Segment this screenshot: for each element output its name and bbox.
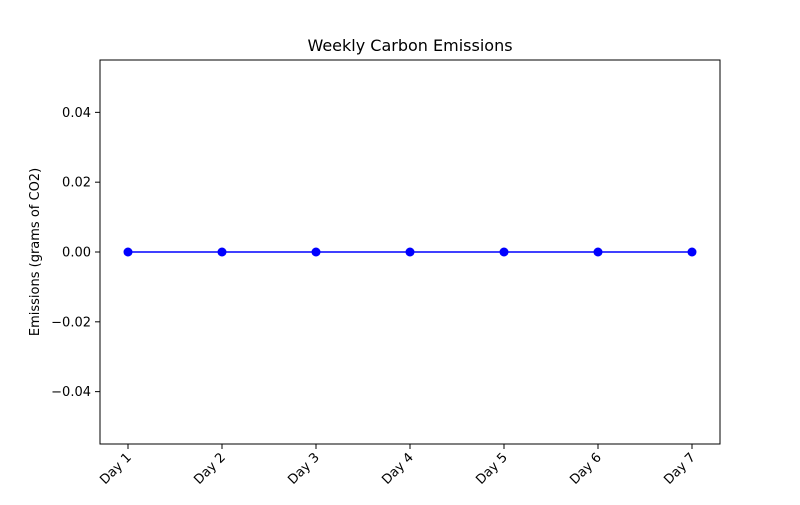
data-point	[405, 247, 415, 257]
x-axis: Day 1 Day 2 Day 3 Day 4 Day 5 Day 6 Day 7	[97, 444, 699, 488]
data-point	[687, 247, 697, 257]
x-tick-label: Day 3	[285, 450, 323, 488]
y-tick-label: −0.04	[51, 385, 91, 400]
series-group	[123, 247, 697, 257]
x-tick-label: Day 2	[191, 450, 229, 488]
y-axis: −0.04 −0.02 0.00 0.02 0.04	[51, 106, 100, 400]
data-point	[217, 247, 227, 257]
x-tick-label: Day 5	[473, 450, 511, 488]
x-tick-label: Day 4	[379, 450, 417, 488]
y-tick-label: 0.00	[62, 246, 91, 261]
x-tick-label: Day 6	[567, 450, 605, 488]
data-point	[311, 247, 321, 257]
y-tick-label: −0.02	[51, 315, 91, 330]
y-axis-label: Emissions (grams of CO2)	[28, 168, 43, 336]
x-tick-label: Day 1	[97, 450, 135, 488]
data-point	[593, 247, 603, 257]
x-tick-label: Day 7	[661, 450, 699, 488]
data-point	[499, 247, 509, 257]
data-point	[123, 247, 133, 257]
chart-title: Weekly Carbon Emissions	[307, 36, 512, 55]
y-tick-label: 0.02	[62, 176, 91, 191]
y-tick-label: 0.04	[62, 106, 91, 121]
